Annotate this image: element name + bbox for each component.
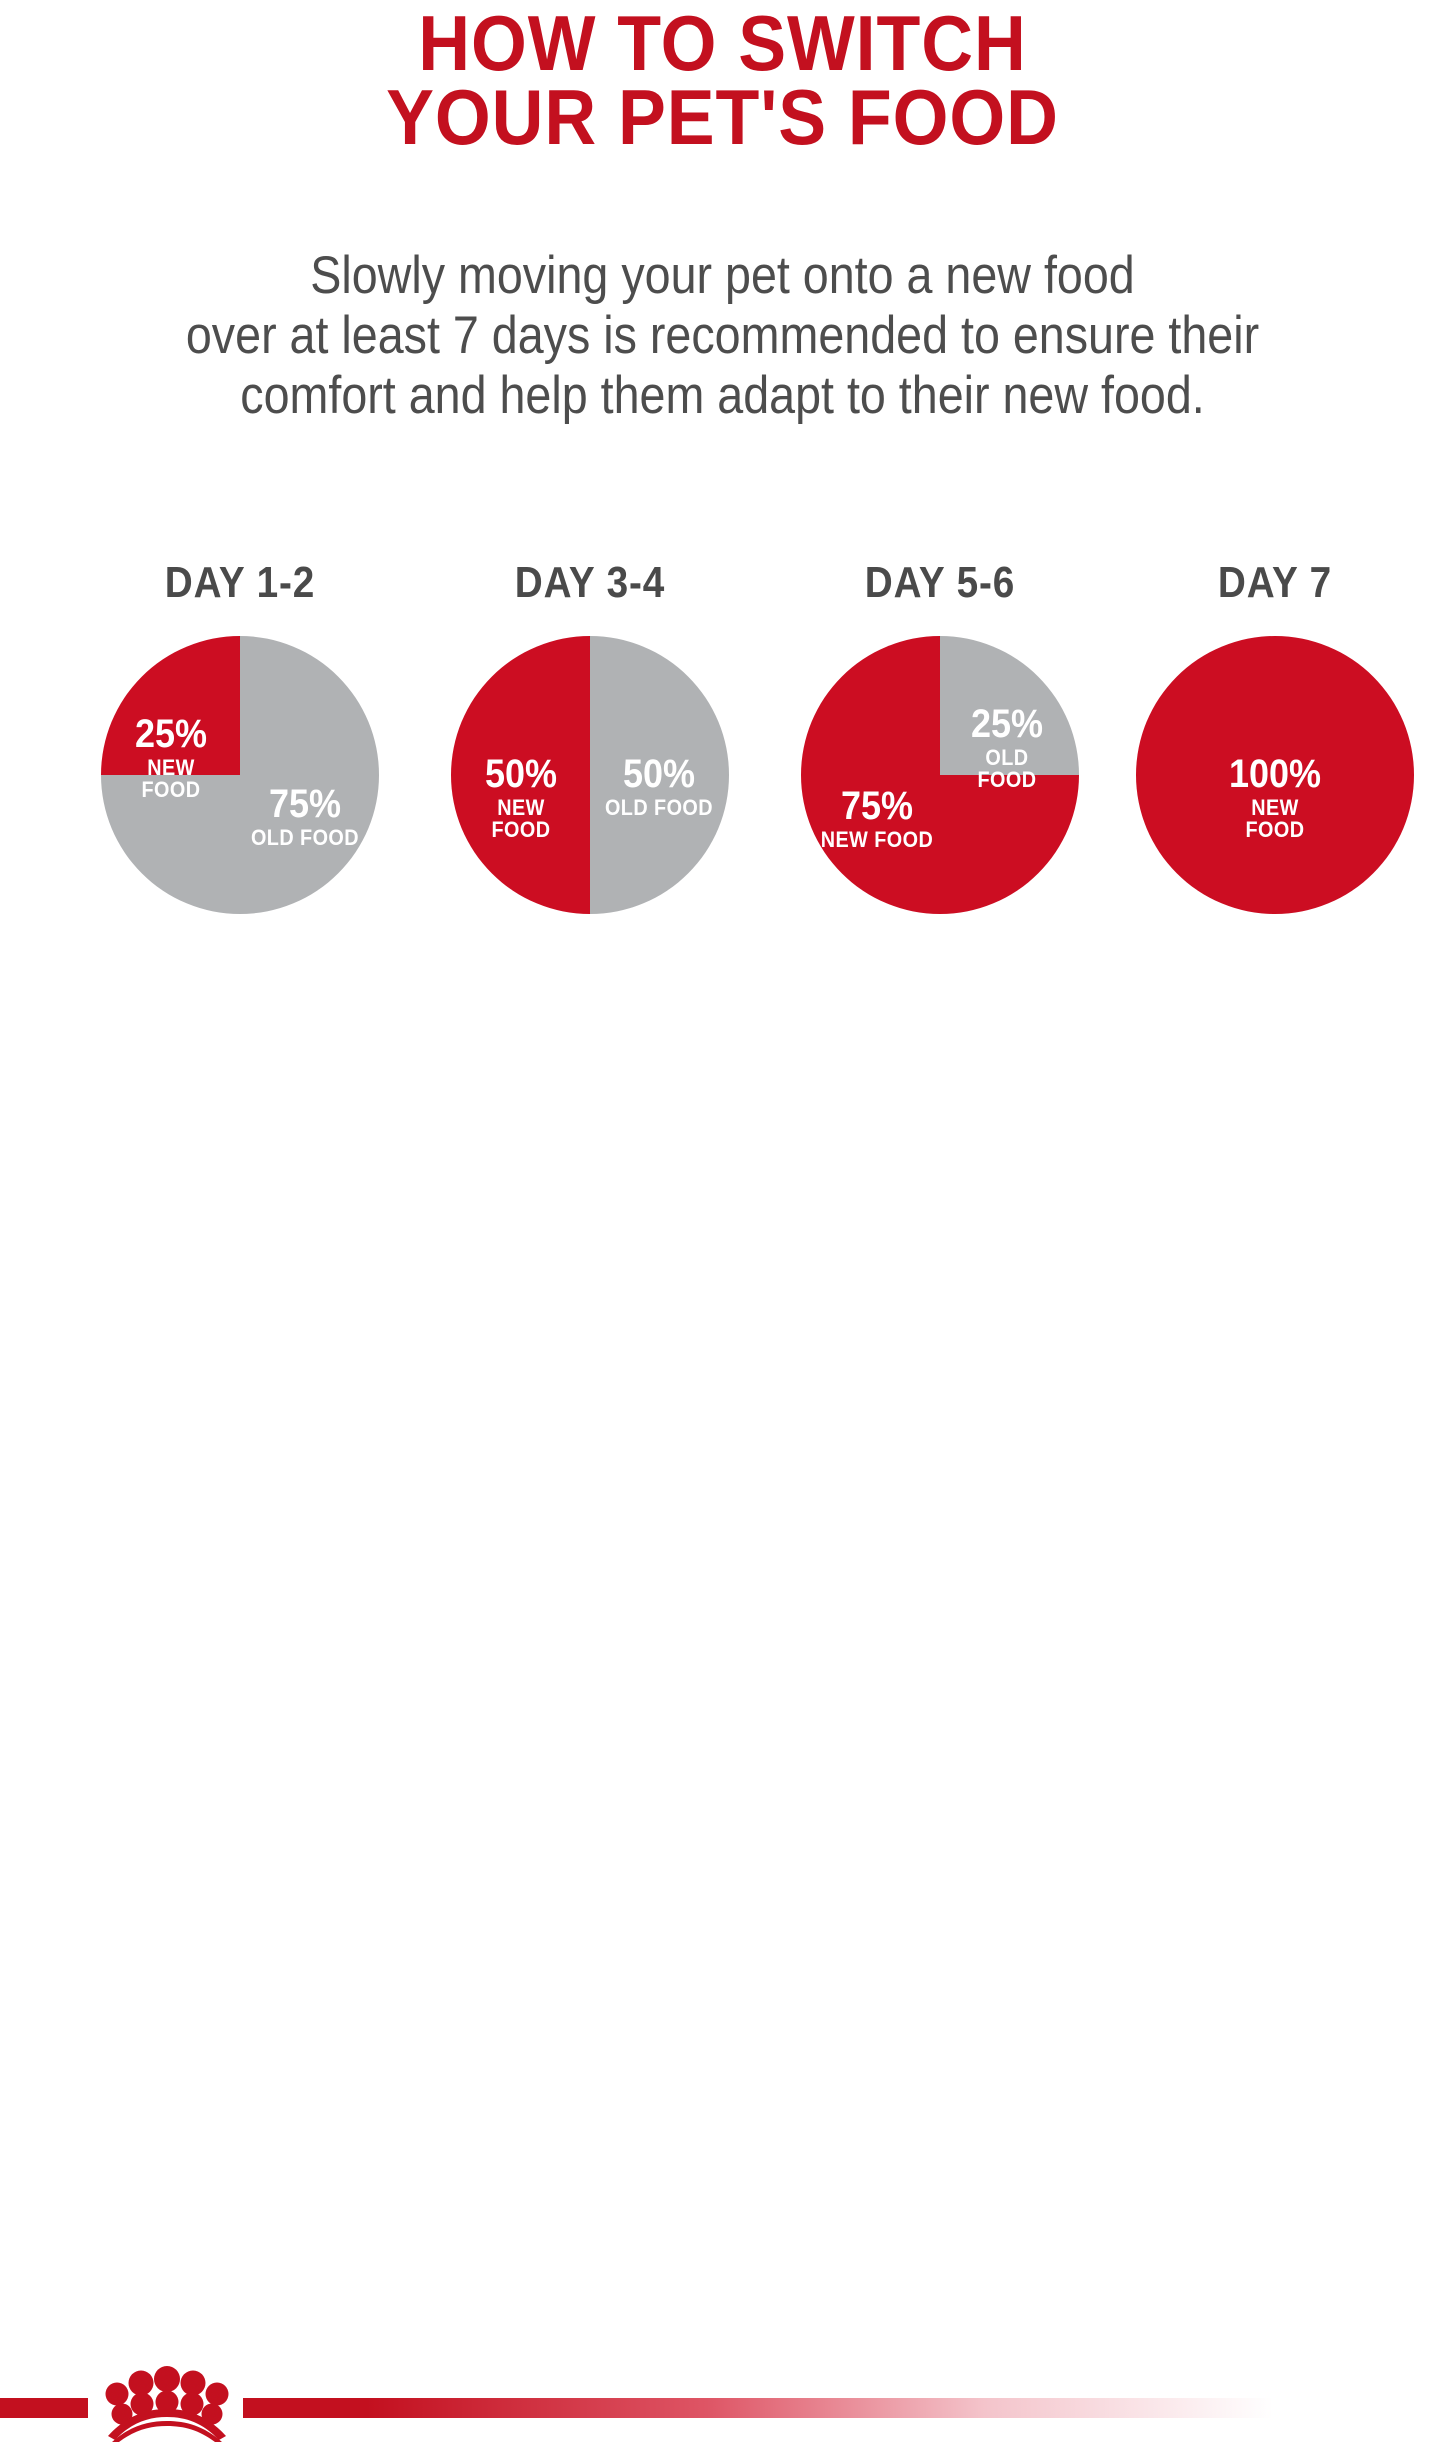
title-line-1: HOW TO SWITCH xyxy=(418,0,1027,87)
slice-new-food xyxy=(1136,636,1414,914)
pie-chart-day-5-6: 25% OLD FOOD 75% NEW FOOD xyxy=(801,636,1079,914)
royal-canin-crown-icon xyxy=(105,2366,229,2442)
subtitle-line-2: over at least 7 days is recommended to e… xyxy=(185,306,1260,365)
pie-svg-4 xyxy=(1136,636,1414,914)
footer-bar-right xyxy=(243,2398,1273,2418)
pie-group-day-5-6: DAY 5-6 25% OLD FOOD 75% NEW FOOD xyxy=(775,560,1105,960)
footer-bar-left xyxy=(0,2398,88,2418)
day-label-4: DAY 7 xyxy=(1217,558,1333,607)
title-line-2: YOUR PET'S FOOD xyxy=(386,73,1059,161)
slice-old-food xyxy=(940,636,1079,775)
pie-group-day-1-2: DAY 1-2 25% NEW FOOD 75% OLD FOOD xyxy=(75,560,405,960)
slice-new-food xyxy=(451,636,590,914)
subtitle: Slowly moving your pet onto a new food o… xyxy=(0,246,1445,426)
pie-chart-day-3-4: 50% NEW FOOD 50% OLD FOOD xyxy=(451,636,729,914)
day-label-3: DAY 5-6 xyxy=(864,558,1016,607)
pie-svg-3 xyxy=(801,636,1079,914)
pie-chart-day-1-2: 25% NEW FOOD 75% OLD FOOD xyxy=(101,636,379,914)
pie-chart-row: DAY 1-2 25% NEW FOOD 75% OLD FOOD DAY 3-… xyxy=(0,560,1445,960)
pie-svg-1 xyxy=(101,636,379,914)
pie-group-day-7: DAY 7 100% NEW FOOD xyxy=(1110,560,1440,960)
page-title: HOW TO SWITCH YOUR PET'S FOOD xyxy=(0,0,1445,161)
slice-old-food xyxy=(590,636,729,914)
subtitle-line-3: comfort and help them adapt to their new… xyxy=(240,366,1205,425)
day-label-2: DAY 3-4 xyxy=(514,558,666,607)
subtitle-line-1: Slowly moving your pet onto a new food xyxy=(310,246,1135,305)
pie-chart-day-7: 100% NEW FOOD xyxy=(1136,636,1414,914)
pie-svg-2 xyxy=(451,636,729,914)
pie-group-day-3-4: DAY 3-4 50% NEW FOOD 50% OLD FOOD xyxy=(425,560,755,960)
slice-new-food xyxy=(101,636,240,775)
day-label-1: DAY 1-2 xyxy=(164,558,316,607)
footer xyxy=(0,1180,1445,2442)
